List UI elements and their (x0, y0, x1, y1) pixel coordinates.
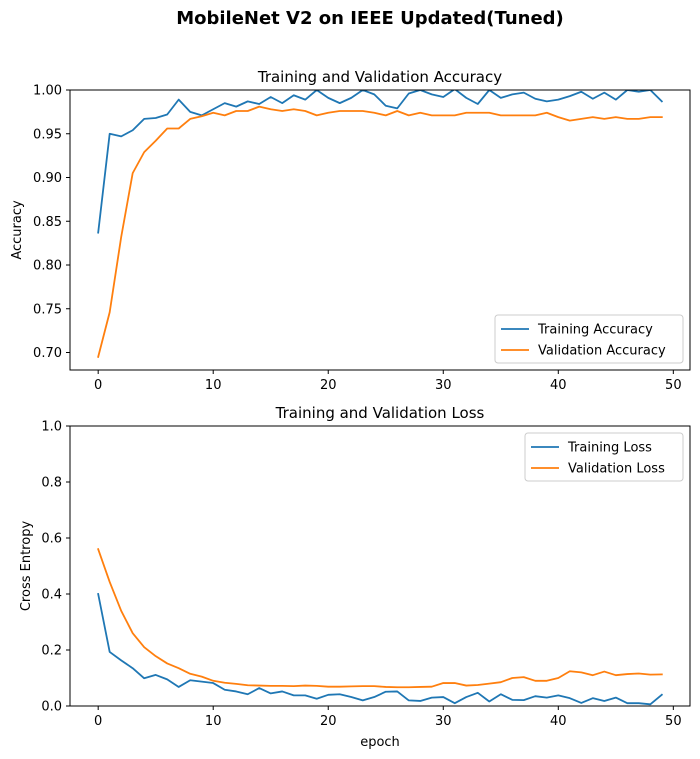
chart-1-xtick-label-0: 0 (94, 714, 102, 729)
chart-0-ytick-label-4: 0.90 (33, 171, 62, 186)
chart-0-ylabel: Accuracy (10, 200, 25, 260)
chart-1-legend-label-0: Training Loss (567, 441, 652, 456)
chart-1-axes-frame (69, 425, 691, 707)
chart-0-xtick-label-2: 20 (320, 378, 337, 393)
chart-0-series-0-line (97, 90, 664, 234)
chart-0-xtick-label-1: 10 (205, 378, 222, 393)
chart-0-xtick-label-0: 0 (94, 378, 102, 393)
chart-0-legend-label-1: Validation Accuracy (538, 344, 666, 359)
chart-0-ytick-label-1: 0.75 (33, 302, 62, 317)
chart-1-ylabel: Cross Entropy (19, 521, 34, 612)
chart-0-series-1-line (97, 105, 663, 358)
chart-1-legend: Training Loss Validation Loss (524, 432, 684, 482)
chart-1-series-0-line (97, 592, 664, 706)
chart-0-ytick-label-2: 0.80 (33, 259, 62, 274)
chart-1-xtick-label-1: 10 (205, 714, 222, 729)
chart-0-xtick-label-5: 50 (665, 378, 682, 393)
accuracy-panel: Training and Validation Accuracy 0 10 20 30 4… (10, 68, 691, 393)
chart-1-ytick-label-4: 0.8 (41, 476, 62, 491)
chart-1-ytick-label-1: 0.2 (41, 644, 62, 659)
chart-1-xtick-label-2: 20 (320, 714, 337, 729)
chart-0-xtick-label-3: 30 (435, 378, 452, 393)
chart-0-xtick-label-4: 40 (550, 378, 567, 393)
chart-1-xtick-label-5: 50 (665, 714, 682, 729)
chart-1-ytick-label-0: 0.0 (41, 700, 62, 715)
chart-0-ytick-label-5: 0.95 (33, 127, 62, 142)
chart-1-legend-box (524, 432, 684, 482)
chart-1-series-1-line (97, 548, 663, 689)
chart-0-title: Training and Validation Accuracy (257, 68, 502, 86)
chart-1-xtick-label-4: 40 (550, 714, 567, 729)
chart-1-legend-label-1: Validation Loss (568, 462, 665, 477)
figure-title: MobileNet V2 on IEEE Updated(Tuned) (176, 8, 564, 29)
chart-1-title: Training and Validation Loss (275, 404, 485, 422)
chart-0-legend: Training Accuracy Validation Accuracy (494, 314, 684, 364)
chart-0-ytick-label-6: 1.00 (33, 84, 62, 99)
chart-1-ytick-label-5: 1.0 (41, 420, 62, 435)
chart-1-ytick-label-3: 0.6 (41, 532, 62, 547)
loss-panel: Training and Validation Loss 0 10 20 30 40 50 0… (19, 404, 691, 750)
chart-0-ytick-label-3: 0.85 (33, 215, 62, 230)
chart-0-legend-label-0: Training Accuracy (537, 323, 653, 338)
chart-1-xtick-label-3: 30 (435, 714, 452, 729)
chart-0-legend-box (494, 314, 684, 364)
chart-0-ytick-label-0: 0.70 (33, 346, 62, 361)
chart-1-ytick-label-2: 0.4 (41, 588, 62, 603)
chart-0-axes-frame (69, 89, 691, 371)
chart-1-xlabel: epoch (360, 735, 400, 750)
